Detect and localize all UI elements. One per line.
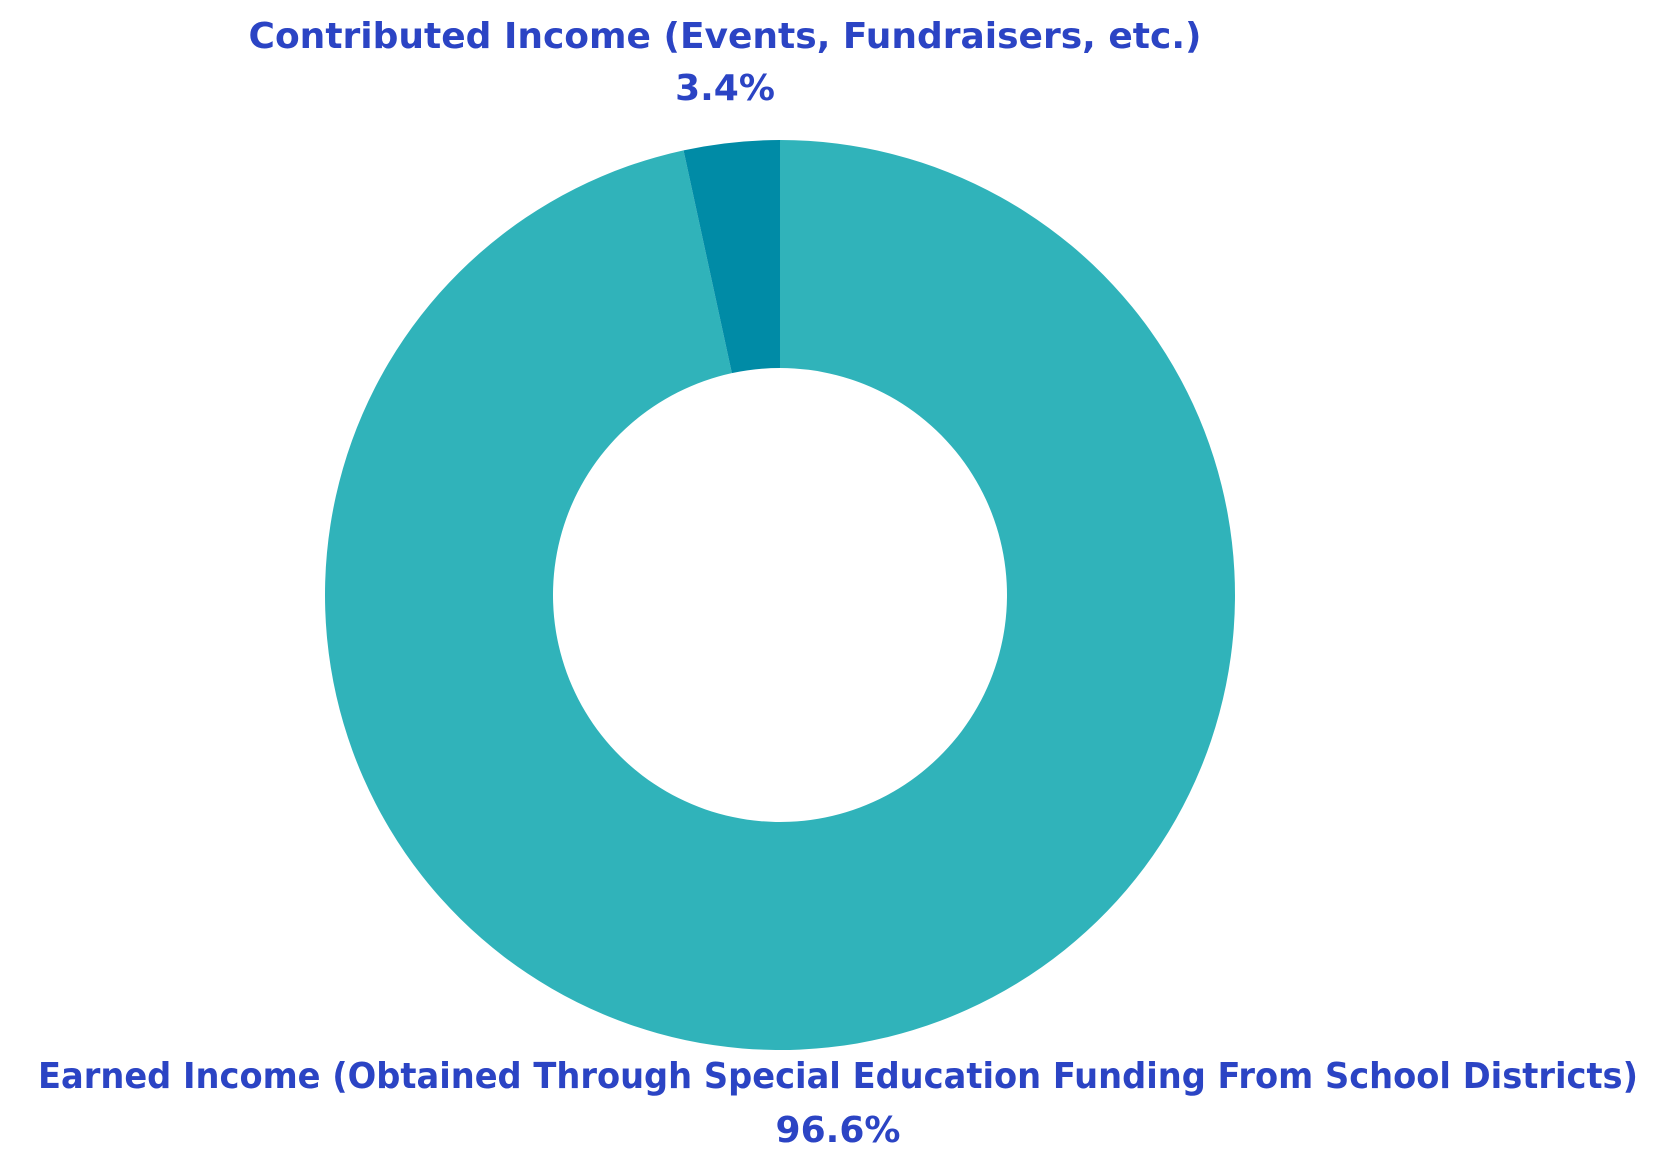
- slice-labels: Contributed Income (Events, Fundraisers,…: [38, 16, 1638, 1151]
- slice-value-earned-income: 96.6%: [776, 1110, 901, 1151]
- slice-label-earned-income: Earned Income (Obtained Through Special …: [38, 1056, 1638, 1097]
- donut-slice-contributed-income: [683, 140, 780, 374]
- slice-value-contributed-income: 3.4%: [675, 68, 775, 109]
- donut-slice-earned-income: [325, 140, 1236, 1051]
- donut-slices: [325, 140, 1236, 1051]
- slice-label-contributed-income: Contributed Income (Events, Fundraisers,…: [249, 16, 1202, 57]
